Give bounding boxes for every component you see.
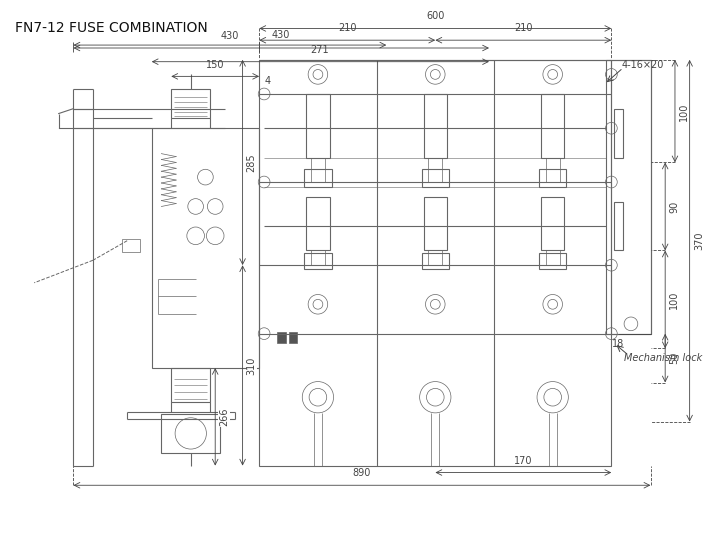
Bar [539,169,566,187]
Text: 370: 370 [695,232,705,250]
Bar [277,332,285,343]
Text: 430: 430 [221,31,239,41]
Bar [171,89,210,118]
Text: 150: 150 [206,59,224,70]
Bar [161,414,220,453]
Bar [424,197,447,251]
Bar [304,169,331,187]
Bar [260,60,612,465]
Text: 4-16×20: 4-16×20 [621,59,663,70]
Text: 50: 50 [669,352,679,364]
Text: 266: 266 [219,408,229,426]
Bar [422,253,449,269]
Text: 90: 90 [669,201,679,213]
Bar [288,332,298,343]
Text: 285: 285 [247,153,257,172]
Text: 100: 100 [669,290,679,308]
Text: 890: 890 [353,468,371,479]
Text: 271: 271 [310,45,329,55]
Bar [607,60,650,334]
Bar [539,253,566,269]
Text: 210: 210 [514,23,533,33]
Text: 210: 210 [338,23,356,33]
Text: 4: 4 [264,76,270,86]
Text: 18: 18 [612,338,625,349]
Text: 310: 310 [247,357,257,375]
Text: 430: 430 [272,30,290,40]
Bar [614,202,623,251]
Bar [171,368,210,402]
Bar [541,197,564,251]
Bar [151,128,260,368]
Text: FN7-12 FUSE COMBINATION: FN7-12 FUSE COMBINATION [14,21,207,35]
Bar [306,197,330,251]
Bar [614,108,623,158]
Bar [422,169,449,187]
Text: Mechanism lock: Mechanism lock [624,353,703,363]
Bar [304,253,331,269]
Bar [123,239,140,252]
Bar [424,94,447,158]
Bar [541,94,564,158]
Bar [306,94,330,158]
Text: 100: 100 [679,102,689,121]
Text: 600: 600 [426,10,445,21]
Text: 170: 170 [514,456,533,465]
